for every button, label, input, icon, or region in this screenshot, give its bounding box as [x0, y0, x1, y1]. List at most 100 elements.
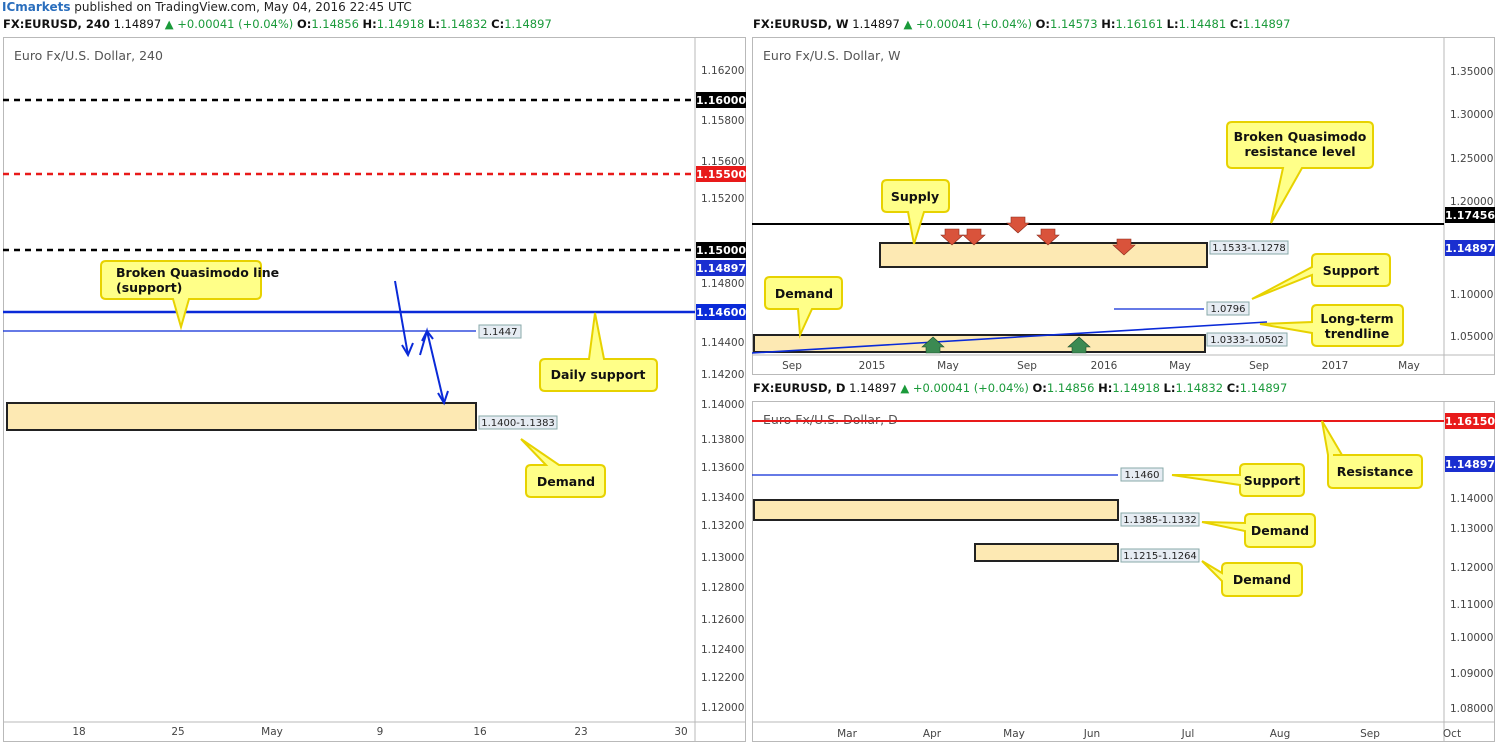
- x-tick-label: Sep: [1360, 728, 1380, 740]
- h4-change: ▲ +0.00041 (+0.04%): [164, 17, 294, 31]
- daily-chart[interactable]: Euro Fx/U.S. Dollar, D 1.14000 1.13000 1.1…: [752, 401, 1495, 742]
- w-high: 1.16161: [1115, 17, 1164, 31]
- y-tick-label: 1.12000: [1450, 562, 1493, 574]
- y-tick-label: 1.12400: [701, 644, 744, 656]
- w-callout-supply: Supply: [881, 179, 950, 245]
- d-open: 1.14856: [1046, 381, 1095, 395]
- w-x-axis: Sep 2015 May Sep 2016 May Sep 2017 May: [782, 360, 1420, 372]
- x-tick-label: May: [1398, 360, 1420, 372]
- svg-text:1.0333-1.0502: 1.0333-1.0502: [1210, 335, 1284, 346]
- h4-high: 1.14918: [376, 17, 425, 31]
- w-y-axis: 1.35000 1.30000 1.25000 1.20000 1.10000 1.050…: [1450, 66, 1493, 343]
- d-y-axis: 1.14000 1.13000 1.12000 1.11000 1.10000 1.090…: [1450, 493, 1493, 715]
- w-label-last: 1.14897: [1445, 242, 1495, 255]
- up-arrow-marker-icon: [1067, 336, 1091, 354]
- d-x-axis: Mar Apr May Jun Jul Aug Sep Oct: [837, 728, 1461, 740]
- x-tick-label: 25: [171, 726, 184, 738]
- y-tick-label: 1.14000: [1450, 493, 1493, 505]
- weekly-chart[interactable]: Euro Fx/U.S. Dollar, W 1.35000 1.30000 1.2…: [752, 37, 1495, 375]
- w-callout-demand: Demand: [764, 276, 843, 339]
- x-tick-label: May: [1003, 728, 1025, 740]
- y-tick-label: 1.10000: [1450, 289, 1493, 301]
- w-callout-support: Support: [1251, 253, 1391, 300]
- y-tick-label: 1.14800: [701, 278, 744, 290]
- brand-link[interactable]: ICmarkets: [2, 0, 71, 14]
- d-chart-title: Euro Fx/U.S. Dollar, D: [763, 412, 898, 427]
- x-tick-label: May: [261, 726, 283, 738]
- down-arrow-marker-icon: [940, 228, 964, 246]
- h4-note-broken-qm: Broken Quasimodo line (support): [116, 265, 279, 295]
- y-tick-label: 1.30000: [1450, 109, 1493, 121]
- y-tick-label: 1.14200: [701, 369, 744, 381]
- w-tag-1.0796: 1.0796: [1206, 301, 1250, 316]
- y-tick-label: 1.14000: [701, 399, 744, 411]
- w-last: 1.14897: [852, 17, 900, 31]
- svg-text:1.1533-1.1278: 1.1533-1.1278: [1212, 243, 1286, 254]
- d-tag-demand-1: 1.1385-1.1332: [1120, 512, 1200, 527]
- h4-x-axis: 18 25 May 9 16 23 30: [72, 726, 687, 738]
- d-demand-zone-1: [753, 499, 1119, 521]
- d-change: ▲ +0.00041 (+0.04%): [900, 381, 1029, 395]
- svg-text:1.0796: 1.0796: [1211, 304, 1246, 315]
- up-arrow-marker-icon: [921, 336, 945, 354]
- w-note-supply: Supply: [891, 189, 939, 204]
- d-low: 1.14832: [1175, 381, 1224, 395]
- w-change: ▲ +0.00041 (+0.04%): [903, 17, 1032, 31]
- w-note-demand: Demand: [775, 286, 833, 301]
- w-callout-bqm: Broken Quasimodo resistance level: [1226, 121, 1374, 224]
- svg-text:1.1385-1.1332: 1.1385-1.1332: [1123, 515, 1197, 526]
- h4-callout-demand: Demand: [520, 438, 606, 498]
- w-tag-demand: 1.0333-1.0502: [1206, 332, 1288, 347]
- x-tick-label: Sep: [782, 360, 802, 372]
- w-note-trendline: Long-term trendline: [1320, 311, 1393, 341]
- d-note-demand-2: Demand: [1233, 572, 1291, 587]
- w-markers: [921, 216, 1136, 354]
- y-tick-label: 1.14400: [701, 337, 744, 349]
- y-tick-label: 1.35000: [1450, 66, 1493, 78]
- down-arrow-marker-icon: [1112, 238, 1136, 256]
- x-tick-label: 30: [674, 726, 687, 738]
- y-tick-label: 1.12200: [701, 672, 744, 684]
- down-arrow-marker-icon: [1036, 228, 1060, 246]
- h4-label-1.15500: 1.15500: [696, 168, 746, 181]
- x-tick-label: May: [1169, 360, 1191, 372]
- h4-y-axis: 1.16200 1.15800 1.15600 1.15200 1.14800 1.144…: [701, 65, 744, 714]
- x-tick-label: Sep: [1017, 360, 1037, 372]
- y-tick-label: 1.11000: [1450, 599, 1493, 611]
- down-arrow-marker-icon: [1006, 216, 1030, 234]
- svg-text:1.1215-1.1264: 1.1215-1.1264: [1123, 551, 1197, 562]
- w-callout-trendline: Long-term trendline: [1259, 304, 1404, 347]
- h4-low: 1.14832: [439, 17, 488, 31]
- w-demand-zone: [753, 334, 1206, 353]
- y-tick-label: 1.13000: [1450, 523, 1493, 535]
- x-tick-label: Jul: [1181, 728, 1195, 740]
- h4-ohlc-bar: FX:EURUSD, 240 1.14897 ▲ +0.00041 (+0.04…: [3, 17, 552, 31]
- d-axis-price-labels: 1.16150 1.14897: [1445, 413, 1495, 472]
- y-tick-label: 1.15800: [701, 115, 744, 127]
- d-last: 1.14897: [849, 381, 897, 395]
- y-tick-label: 1.16200: [701, 65, 744, 77]
- h4-callout-daily-support: Daily support: [539, 312, 658, 392]
- h4-note-demand: Demand: [537, 474, 595, 489]
- x-tick-label: Sep: [1249, 360, 1269, 372]
- h4-axis-price-labels: 1.16000 1.15500 1.15000 1.14897 1.14600: [696, 92, 746, 320]
- d-callout-demand-1: Demand: [1201, 513, 1316, 548]
- h4-label-1.14600: 1.14600: [696, 306, 746, 319]
- d-callout-resistance: Resistance: [1321, 420, 1423, 489]
- d-close: 1.14897: [1239, 381, 1288, 395]
- w-note-bqm: Broken Quasimodo resistance level: [1234, 129, 1367, 159]
- w-supply-zone: [879, 242, 1208, 268]
- h4-symbol: FX:EURUSD, 240: [3, 17, 110, 31]
- h4-chart[interactable]: Euro Fx/U.S. Dollar, 240 1.162001.158001…: [3, 37, 746, 742]
- d-tag-demand-2: 1.1215-1.1264: [1120, 548, 1200, 563]
- h4-callout-broken-qm: Broken Quasimodo line (support): [100, 260, 279, 331]
- down-arrow-marker-icon: [962, 228, 986, 246]
- y-tick-label: 1.20000: [1450, 196, 1493, 208]
- d-note-support: Support: [1244, 473, 1301, 488]
- x-tick-label: 2015: [859, 360, 886, 372]
- x-tick-label: Apr: [923, 728, 942, 740]
- x-tick-label: Mar: [837, 728, 857, 740]
- y-tick-label: 1.12600: [701, 614, 744, 626]
- w-open: 1.14573: [1050, 17, 1098, 31]
- y-tick-label: 1.13600: [701, 462, 744, 474]
